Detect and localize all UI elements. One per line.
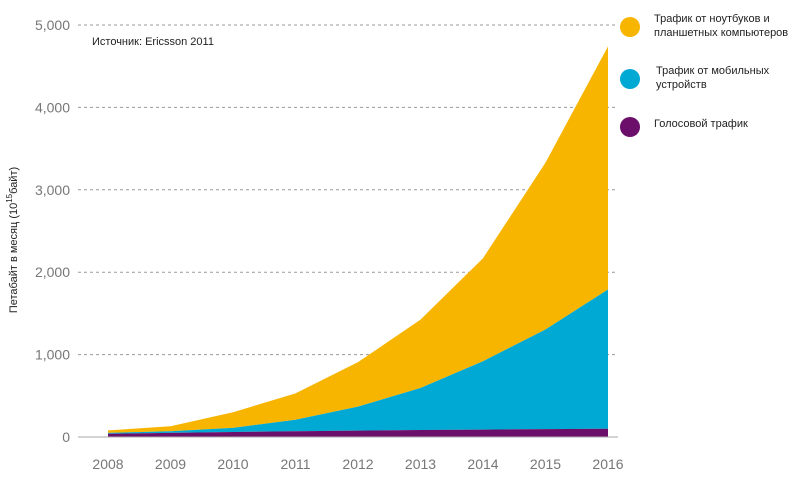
x-tick-label: 2015 (530, 456, 561, 472)
legend-label-voice: Голосовой трафик (654, 118, 748, 130)
x-tick-label: 2010 (217, 456, 248, 472)
legend-swatch-mobile (620, 69, 640, 89)
y-tick-label: 3,000 (35, 182, 70, 198)
legend-swatch-laptops (620, 17, 640, 37)
area-laptops (108, 46, 608, 433)
y-tick-label: 1,000 (35, 347, 70, 363)
series-areas (108, 46, 608, 437)
x-tick-label: 2008 (92, 456, 123, 472)
legend-swatch-voice (620, 117, 640, 137)
x-tick-label: 2012 (342, 456, 373, 472)
y-tick-label: 4,000 (35, 99, 70, 115)
y-tick-label: 2,000 (35, 264, 70, 280)
x-tick-labels: 2008 2009 2010 2011 2012 2013 2014 2015 2016 (92, 456, 623, 472)
area-mobile (108, 289, 608, 434)
legend-label-mobile: Трафик от мобильных устройств (656, 65, 770, 91)
x-tick-label: 2016 (592, 456, 623, 472)
source-note: Источник: Ericsson 2011 (92, 36, 214, 48)
y-axis-label: Петабайт в месяц (1015байт) (5, 167, 20, 313)
legend-label-laptops: Трафик от ноутбуков и планшетных компьют… (654, 13, 789, 39)
y-axis-label-superscript: 15 (5, 193, 14, 202)
area-voice (108, 428, 608, 437)
y-tick-label: 5,000 (35, 17, 70, 33)
y-tick-labels: 0 1,000 2,000 3,000 4,000 5,000 (35, 17, 70, 445)
x-tick-label: 2011 (280, 456, 310, 472)
x-tick-label: 2009 (155, 456, 186, 472)
x-tick-label: 2013 (405, 456, 436, 472)
x-tick-label: 2014 (467, 456, 498, 472)
y-tick-label: 0 (62, 429, 70, 445)
